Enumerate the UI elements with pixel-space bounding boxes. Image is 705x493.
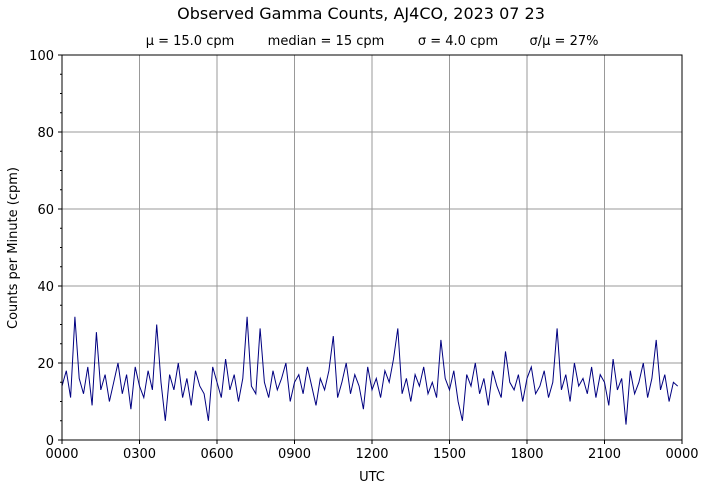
y-tick-label: 40 [37, 280, 54, 295]
x-tick-label: 0300 [123, 447, 156, 462]
x-tick-label: 0600 [200, 447, 233, 462]
counts-series-line [61, 316, 679, 425]
x-tick-label: 2100 [588, 447, 621, 462]
grid [62, 55, 682, 440]
x-tick-label: 1800 [510, 447, 543, 462]
x-tick-label: 1500 [433, 447, 466, 462]
y-axis-label: Counts per Minute (cpm) [6, 167, 21, 329]
x-axis-label: UTC [359, 470, 385, 485]
y-tick-label: 100 [29, 49, 54, 64]
stat-ratio: σ/μ = 27% [530, 34, 599, 49]
chart-title: Observed Gamma Counts, AJ4CO, 2023 07 23 [177, 4, 545, 23]
y-tick-label: 20 [37, 357, 54, 372]
axis-ticks: 0000 0300 0600 0900 1200 1500 1800 2100 00000204… [29, 49, 698, 462]
x-tick-label: 0900 [278, 447, 311, 462]
stat-median: median = 15 cpm [268, 34, 385, 49]
x-tick-label: 0000 [665, 447, 698, 462]
y-tick-label: 80 [37, 126, 54, 141]
stat-sigma: σ = 4.0 cpm [418, 34, 498, 49]
x-tick-label: 0000 [45, 447, 78, 462]
y-tick-label: 0 [46, 434, 54, 449]
stat-mean: μ = 15.0 cpm [146, 34, 235, 49]
x-tick-label: 1200 [355, 447, 388, 462]
y-tick-label: 60 [37, 203, 54, 218]
plot-frame [61, 54, 683, 441]
series-layer [61, 316, 679, 425]
